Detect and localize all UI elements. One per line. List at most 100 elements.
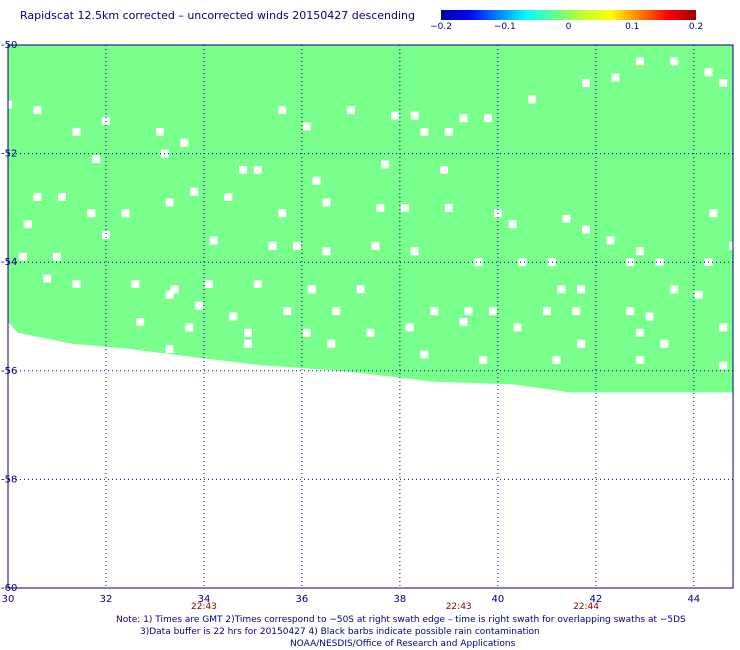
- missing-cell: [268, 241, 277, 250]
- missing-cell: [322, 247, 331, 256]
- missing-cell: [410, 247, 419, 256]
- missing-cell: [170, 285, 179, 294]
- x-tick-label: 36: [296, 594, 309, 605]
- x-tick-label: 32: [100, 594, 113, 605]
- time-label: 22:43: [446, 602, 472, 612]
- missing-cell: [557, 285, 566, 294]
- missing-cell: [670, 57, 679, 66]
- missing-cell: [209, 236, 218, 245]
- missing-cell: [670, 285, 679, 294]
- missing-cell: [528, 95, 537, 104]
- missing-cell: [704, 68, 713, 77]
- missing-cell: [376, 203, 385, 212]
- missing-cell: [635, 328, 644, 337]
- y-tick-label: -50: [1, 40, 17, 51]
- missing-cell: [185, 323, 194, 332]
- missing-cell: [420, 350, 429, 359]
- missing-cell: [204, 279, 213, 288]
- missing-cell: [356, 285, 365, 294]
- missing-cell: [611, 73, 620, 82]
- missing-cell: [155, 127, 164, 136]
- missing-cell: [278, 106, 287, 115]
- missing-cell: [660, 339, 669, 348]
- missing-cell: [552, 355, 561, 364]
- missing-cell: [23, 220, 32, 229]
- missing-cell: [572, 307, 581, 316]
- missing-cell: [43, 274, 52, 283]
- missing-cell: [33, 106, 42, 115]
- missing-cell: [72, 127, 81, 136]
- missing-cell: [381, 160, 390, 169]
- missing-cell: [293, 241, 301, 250]
- missing-cell: [283, 307, 292, 316]
- missing-cell: [327, 339, 336, 348]
- missing-cell: [479, 355, 488, 364]
- missing-cell: [694, 290, 703, 299]
- missing-cell: [121, 209, 130, 218]
- missing-cell: [635, 57, 644, 66]
- missing-cell: [410, 111, 419, 120]
- missing-cell: [18, 252, 27, 261]
- missing-cell: [542, 307, 551, 316]
- missing-cell: [165, 345, 174, 354]
- missing-cell: [312, 176, 321, 185]
- missing-cell: [645, 312, 654, 321]
- y-tick-label: -58: [1, 474, 17, 485]
- missing-cell: [719, 361, 728, 370]
- missing-cell: [635, 247, 644, 256]
- missing-cell: [626, 258, 635, 267]
- missing-cell: [57, 193, 66, 201]
- colorbar-tick-label: 0.2: [688, 22, 704, 32]
- missing-cell: [102, 231, 110, 239]
- missing-cell: [278, 209, 287, 218]
- swath-fill: [8, 45, 733, 393]
- missing-cell: [513, 323, 522, 332]
- missing-cell: [253, 279, 262, 288]
- missing-cell: [719, 79, 728, 87]
- time-label: 22:43: [191, 602, 217, 612]
- missing-cell: [719, 323, 728, 332]
- note-line-2: 3)Data buffer is 22 hrs for 20150427 4) …: [140, 627, 540, 637]
- x-tick-label: 30: [2, 594, 15, 605]
- missing-cell: [87, 209, 96, 218]
- missing-cell: [420, 127, 429, 136]
- missing-cell: [440, 165, 448, 174]
- missing-cell: [131, 279, 140, 288]
- missing-cell: [430, 307, 439, 316]
- chart-title: Rapidscat 12.5km corrected – uncorrected…: [20, 9, 416, 22]
- missing-cell: [606, 236, 615, 245]
- missing-cell: [33, 193, 42, 201]
- missing-cell: [165, 198, 174, 207]
- missing-cell: [582, 225, 590, 234]
- time-label: 22:44: [573, 602, 599, 612]
- colorbar-tick-label: 0: [565, 22, 572, 32]
- missing-cell: [626, 307, 635, 316]
- missing-cell: [518, 258, 527, 267]
- missing-cell: [253, 165, 262, 174]
- missing-cell: [307, 285, 316, 294]
- y-tick-label: -54: [1, 257, 17, 268]
- missing-cell: [53, 252, 61, 261]
- missing-cell: [400, 203, 409, 212]
- missing-cell: [484, 114, 493, 123]
- note-line-1: Note: 1) Times are GMT 2)Times correspon…: [116, 615, 686, 625]
- missing-cell: [322, 198, 331, 207]
- missing-cell: [180, 138, 189, 147]
- plot-frame: [7, 44, 734, 589]
- colorbar-tick-label: −0.2: [430, 22, 452, 32]
- missing-cell: [489, 307, 497, 316]
- missing-cell: [92, 155, 101, 163]
- x-tick-label: 42: [589, 594, 602, 605]
- missing-cell: [165, 290, 174, 299]
- missing-cell: [244, 328, 252, 337]
- missing-cell: [346, 106, 355, 115]
- missing-cell: [302, 122, 311, 131]
- missing-cell: [332, 307, 341, 316]
- y-tick-label: -56: [1, 366, 17, 377]
- missing-cell: [224, 193, 233, 201]
- missing-cell: [635, 355, 644, 364]
- colorbar-tick-label: −0.1: [493, 22, 516, 32]
- missing-cell: [371, 241, 380, 250]
- missing-cell: [562, 214, 571, 223]
